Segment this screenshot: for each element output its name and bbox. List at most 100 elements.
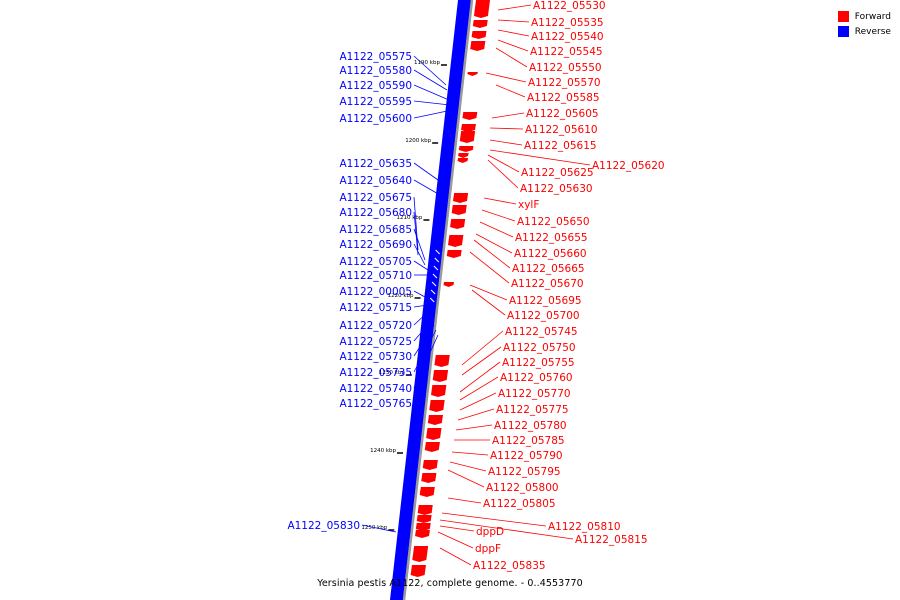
reverse-gene-label-a1122-05715[interactable]: A1122_05715 xyxy=(339,302,412,314)
forward-gene-label-a1122-05835[interactable]: A1122_05835 xyxy=(473,560,546,572)
reverse-gene-label-a1122-05675[interactable]: A1122_05675 xyxy=(339,192,412,204)
forward-gene-connector xyxy=(489,127,524,130)
reverse-gene-label-a1122-00005[interactable]: A1122_00005 xyxy=(339,286,412,298)
forward-gene-label-a1122-05800[interactable]: A1122_05800 xyxy=(486,482,559,494)
reverse-gene-label-a1122-05580[interactable]: A1122_05580 xyxy=(339,65,412,77)
reverse-gene-label-a1122-05720[interactable]: A1122_05720 xyxy=(339,320,412,332)
forward-gene-block xyxy=(431,385,447,397)
forward-gene-block xyxy=(415,523,431,531)
reverse-gene-connector xyxy=(413,243,426,266)
reverse-gene-label-a1122-05735[interactable]: A1122_05735 xyxy=(339,367,412,379)
forward-gene-label-a1122-05625[interactable]: A1122_05625 xyxy=(521,167,594,179)
forward-gene-connector xyxy=(449,461,487,472)
forward-gene-label-a1122-05665[interactable]: A1122_05665 xyxy=(512,263,585,275)
legend-forward-label: Forward xyxy=(854,11,891,22)
forward-gene-connector xyxy=(471,289,506,316)
forward-gene-connector xyxy=(459,376,499,401)
forward-gene-label-a1122-05750[interactable]: A1122_05750 xyxy=(503,342,576,354)
forward-gene-label-a1122-05785[interactable]: A1122_05785 xyxy=(492,435,565,447)
forward-gene-label-a1122-05770[interactable]: A1122_05770 xyxy=(498,388,571,400)
forward-gene-label-a1122-05660[interactable]: A1122_05660 xyxy=(514,248,587,260)
forward-gene-label-a1122-05795[interactable]: A1122_05795 xyxy=(488,466,561,478)
tick-label: 1200 kbp xyxy=(405,138,431,144)
reverse-gene-connector xyxy=(411,402,415,408)
reverse-gene-connector xyxy=(413,334,439,389)
forward-gene-label-a1122-05650[interactable]: A1122_05650 xyxy=(517,216,590,228)
forward-gene-label-a1122-05605[interactable]: A1122_05605 xyxy=(526,108,599,120)
reverse-gene-label-a1122-05690[interactable]: A1122_05690 xyxy=(339,239,412,251)
forward-gene-connector xyxy=(439,547,472,566)
forward-gene-block xyxy=(446,250,462,258)
reverse-gene-connector xyxy=(413,260,429,271)
forward-gene-label-a1122-05815[interactable]: A1122_05815 xyxy=(575,534,648,546)
forward-gene-label-a1122-05620[interactable]: A1122_05620 xyxy=(592,160,665,172)
reverse-gene-label-a1122-05635[interactable]: A1122_05635 xyxy=(339,158,412,170)
forward-gene-label-a1122-05550[interactable]: A1122_05550 xyxy=(529,62,602,74)
forward-gene-connector xyxy=(495,47,528,68)
reverse-gene-connector xyxy=(413,196,419,251)
position-ticks: 1190 kbp 1200 kbp 1210 kbp 1220 kbp 1230 kbp… xyxy=(361,60,447,531)
forward-gene-label-xylf[interactable]: xylF xyxy=(518,199,539,211)
reverse-gene-label-a1122-05685[interactable]: A1122_05685 xyxy=(339,224,412,236)
strand-divider-line xyxy=(402,0,474,600)
forward-gene-block xyxy=(450,219,466,229)
reverse-gene-label-a1122-05680[interactable]: A1122_05680 xyxy=(339,207,412,219)
forward-gene-label-a1122-05630[interactable]: A1122_05630 xyxy=(520,183,593,195)
forward-gene-block xyxy=(427,415,443,425)
forward-gene-connector xyxy=(451,451,489,456)
forward-gene-block xyxy=(470,41,486,51)
forward-gene-label-a1122-05545[interactable]: A1122_05545 xyxy=(530,46,603,58)
tick-label: 1220 kbp xyxy=(388,293,414,299)
reverse-gene-label-a1122-05575[interactable]: A1122_05575 xyxy=(339,51,412,63)
forward-gene-label-a1122-05670[interactable]: A1122_05670 xyxy=(511,278,584,290)
forward-gene-label-a1122-05775[interactable]: A1122_05775 xyxy=(496,404,569,416)
forward-gene-label-a1122-05655[interactable]: A1122_05655 xyxy=(515,232,588,244)
forward-gene-label-a1122-05695[interactable]: A1122_05695 xyxy=(509,295,582,307)
forward-gene-label-a1122-05700[interactable]: A1122_05700 xyxy=(507,310,580,322)
reverse-gene-arrow xyxy=(433,265,439,271)
forward-gene-label-a1122-05810[interactable]: A1122_05810 xyxy=(548,521,621,533)
forward-gene-connector xyxy=(455,424,493,431)
reverse-gene-label-a1122-05710[interactable]: A1122_05710 xyxy=(339,270,412,282)
reverse-gene-connector xyxy=(413,109,453,119)
forward-gene-connector xyxy=(487,159,519,189)
forward-gene-label-a1122-05755[interactable]: A1122_05755 xyxy=(502,357,575,369)
reverse-gene-label-a1122-05600[interactable]: A1122_05600 xyxy=(339,113,412,125)
reverse-gene-label-a1122-05830[interactable]: A1122_05830 xyxy=(287,520,360,532)
forward-gene-label-a1122-05530[interactable]: A1122_05530 xyxy=(533,0,606,12)
reverse-gene-label-a1122-05595[interactable]: A1122_05595 xyxy=(339,96,412,108)
forward-gene-label-a1122-05780[interactable]: A1122_05780 xyxy=(494,420,567,432)
forward-gene-label-a1122-05535[interactable]: A1122_05535 xyxy=(531,17,604,29)
forward-gene-label-a1122-05790[interactable]: A1122_05790 xyxy=(490,450,563,462)
reverse-gene-label-a1122-05765[interactable]: A1122_05765 xyxy=(339,398,412,410)
forward-gene-block xyxy=(458,153,469,158)
forward-gene-label-dppd[interactable]: dppD xyxy=(476,526,504,538)
forward-gene-connector xyxy=(441,512,547,527)
reverse-gene-label-a1122-05730[interactable]: A1122_05730 xyxy=(339,351,412,363)
forward-gene-label-a1122-05805[interactable]: A1122_05805 xyxy=(483,498,556,510)
forward-gene-label-a1122-05585[interactable]: A1122_05585 xyxy=(527,92,600,104)
reverse-gene-arrow xyxy=(435,249,441,255)
forward-gene-connector xyxy=(461,330,504,366)
reverse-gene-label-a1122-05725[interactable]: A1122_05725 xyxy=(339,336,412,348)
forward-gene-connector xyxy=(459,392,497,411)
forward-gene-label-a1122-05615[interactable]: A1122_05615 xyxy=(524,140,597,152)
reverse-gene-label-a1122-05705[interactable]: A1122_05705 xyxy=(339,256,412,268)
forward-gene-connector xyxy=(469,251,510,284)
forward-gene-blocks xyxy=(410,0,490,577)
tick-label: 1190 kbp xyxy=(414,60,440,66)
forward-gene-label-a1122-05540[interactable]: A1122_05540 xyxy=(531,31,604,43)
forward-gene-connector xyxy=(495,84,526,98)
forward-gene-label-dppf[interactable]: dppF xyxy=(475,543,501,555)
forward-gene-connector xyxy=(497,29,530,37)
forward-gene-label-a1122-05760[interactable]: A1122_05760 xyxy=(500,372,573,384)
reverse-gene-label-a1122-05590[interactable]: A1122_05590 xyxy=(339,80,412,92)
forward-gene-label-a1122-05610[interactable]: A1122_05610 xyxy=(525,124,598,136)
forward-gene-label-a1122-05570[interactable]: A1122_05570 xyxy=(528,77,601,89)
forward-gene-label-a1122-05745[interactable]: A1122_05745 xyxy=(505,326,578,338)
forward-gene-block xyxy=(458,146,474,152)
reverse-gene-label-a1122-05740[interactable]: A1122_05740 xyxy=(339,383,412,395)
forward-gene-block xyxy=(434,355,450,367)
reverse-gene-label-a1122-05640[interactable]: A1122_05640 xyxy=(339,175,412,187)
